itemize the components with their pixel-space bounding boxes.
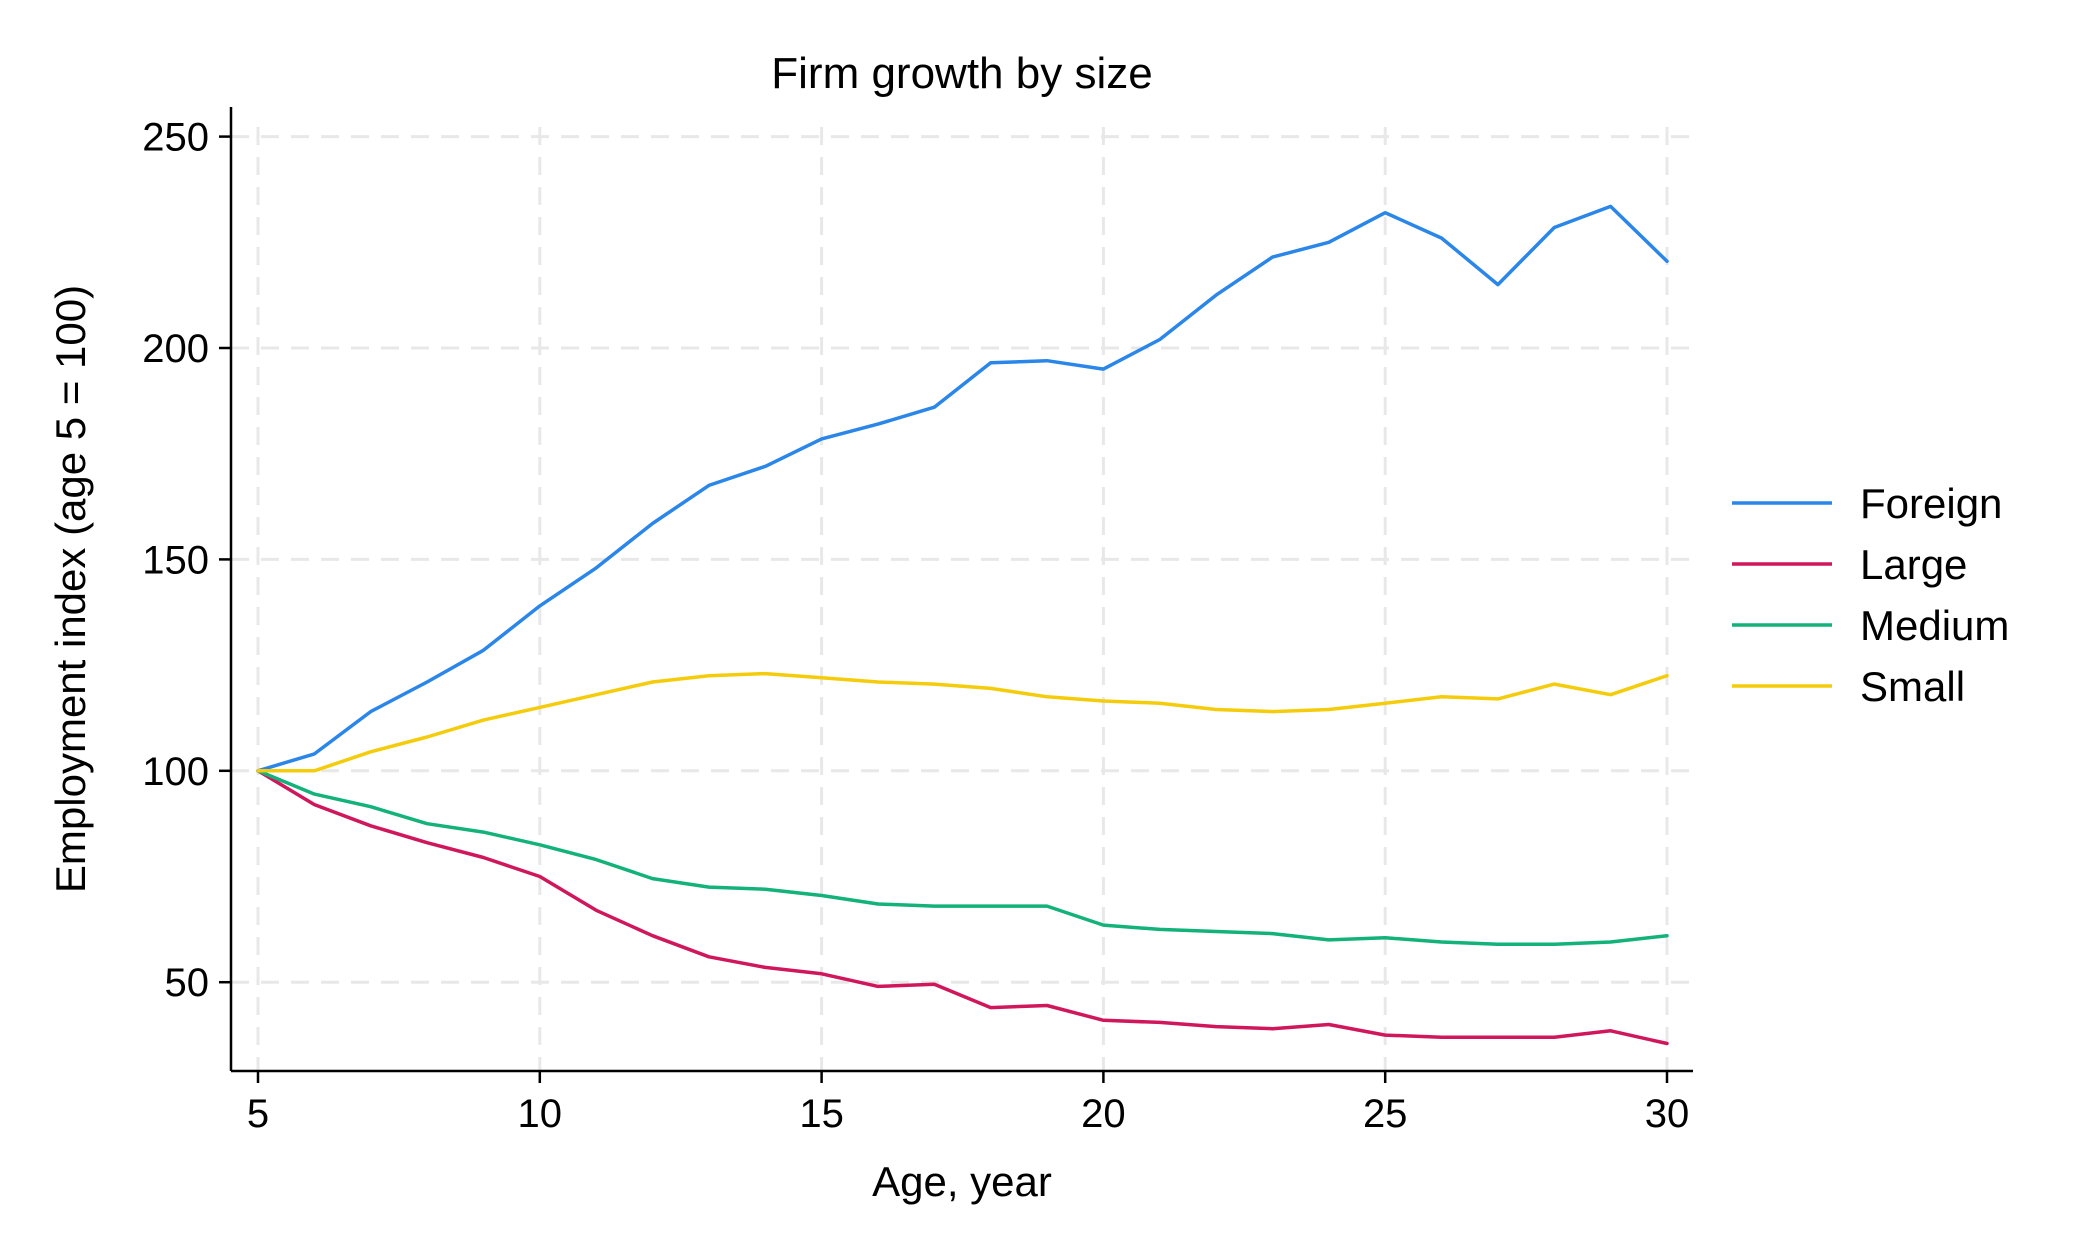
y-tick-label: 200 bbox=[142, 327, 209, 371]
x-tick-label: 5 bbox=[247, 1092, 269, 1136]
axes bbox=[229, 107, 1693, 1073]
x-tick-label: 20 bbox=[1081, 1092, 1126, 1136]
y-tick-label: 250 bbox=[142, 116, 209, 160]
y-tick-label: 150 bbox=[142, 538, 209, 582]
chart-title: Firm growth by size bbox=[771, 49, 1152, 98]
y-tick-label: 100 bbox=[142, 750, 209, 794]
x-tick-label: 30 bbox=[1645, 1092, 1690, 1136]
series-line-medium bbox=[256, 769, 1669, 946]
legend: Foreign Large Medium Small bbox=[1732, 480, 2009, 710]
legend-label-foreign: Foreign bbox=[1860, 480, 2002, 527]
y-tick-label: 50 bbox=[165, 961, 210, 1005]
plot-series bbox=[256, 204, 1669, 1046]
gridlines bbox=[231, 127, 1693, 1071]
series-line-foreign bbox=[256, 204, 1669, 773]
series-line-small bbox=[256, 671, 1669, 773]
y-axis-title: Employment index (age 5 = 100) bbox=[47, 285, 94, 893]
y-axis-ticks: 50 100 150 200 250 bbox=[142, 116, 231, 1005]
legend-label-large: Large bbox=[1860, 541, 1967, 588]
x-tick-label: 15 bbox=[799, 1092, 844, 1136]
x-tick-label: 25 bbox=[1363, 1092, 1408, 1136]
x-axis-title: Age, year bbox=[872, 1158, 1052, 1205]
legend-label-small: Small bbox=[1860, 663, 1965, 710]
series-line-large bbox=[256, 769, 1669, 1046]
x-tick-label: 10 bbox=[518, 1092, 563, 1136]
legend-label-medium: Medium bbox=[1860, 602, 2009, 649]
x-axis-ticks: 5 10 15 20 25 30 bbox=[247, 1071, 1689, 1136]
